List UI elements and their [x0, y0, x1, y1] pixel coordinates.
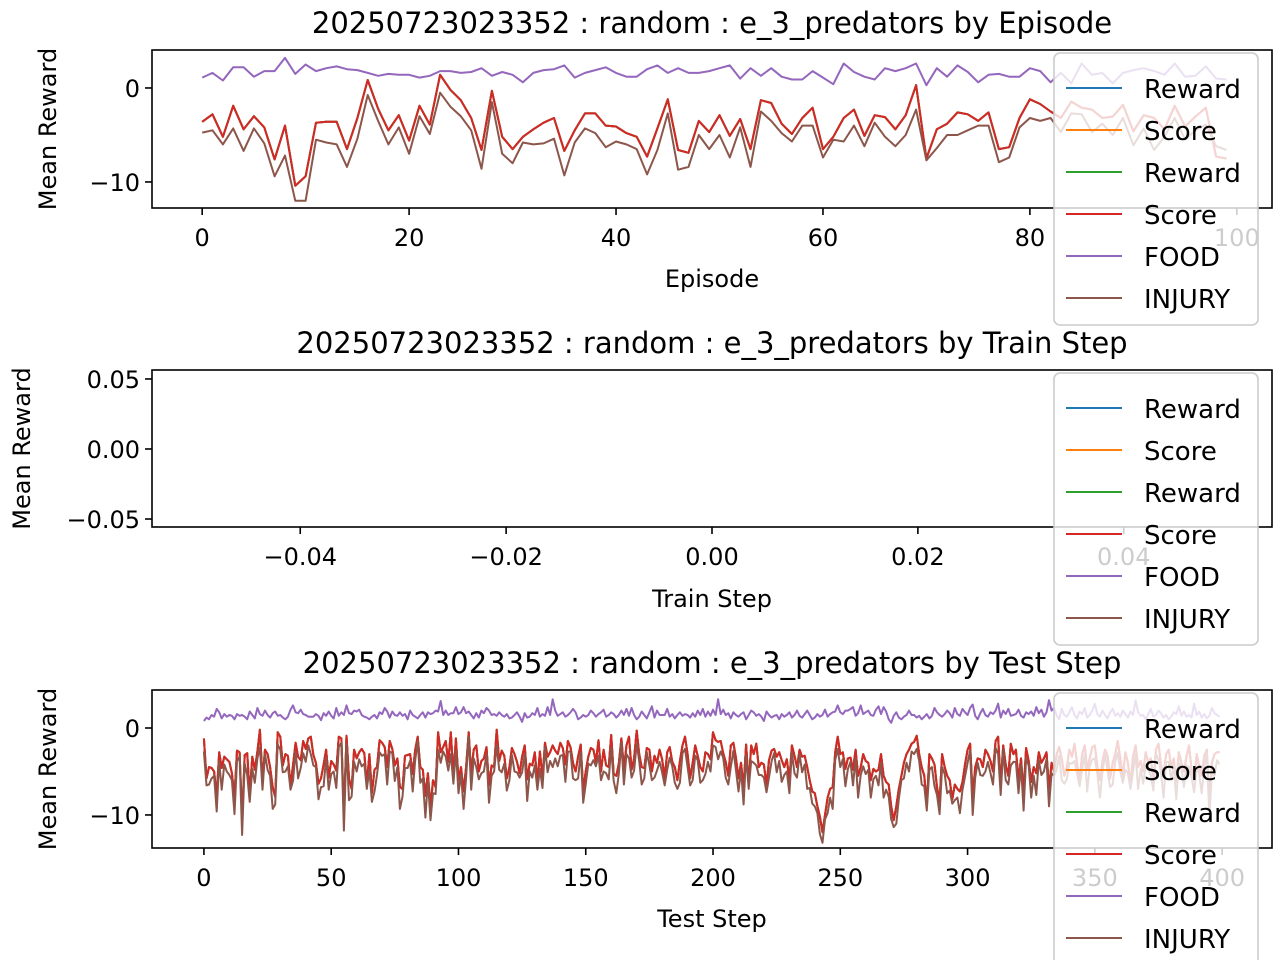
chart-title: 20250723023352 : random : e_3_predators … [312, 6, 1112, 40]
legend-label: Reward [1144, 395, 1241, 425]
legend: Reward Score Reward Score FOOD INJURY [1053, 52, 1259, 326]
y-tick-label: −10 [89, 169, 140, 197]
x-tick-label: 0.02 [891, 543, 944, 571]
subplot-1: 20250723023352 : random : e_3_predators … [34, 6, 1273, 326]
y-tick-label: 0 [125, 75, 140, 103]
series-line-score-2 [202, 728, 1220, 834]
legend-label: Score [1144, 201, 1217, 231]
y-tick-label: 0.05 [87, 366, 140, 394]
x-tick-label: 300 [945, 864, 991, 892]
chart-title: 20250723023352 : random : e_3_predators … [303, 646, 1122, 680]
x-tick-label: 0 [195, 224, 210, 252]
legend-label: Score [1144, 841, 1217, 871]
legend-label: FOOD [1144, 883, 1220, 913]
y-tick-label: 0.00 [87, 436, 140, 464]
legend-label: FOOD [1144, 563, 1220, 593]
legend-label: Reward [1144, 479, 1241, 509]
legend: Reward Score Reward Score FOOD INJURY [1053, 692, 1259, 960]
y-tick-label: −10 [89, 802, 140, 830]
legend-label: Score [1144, 117, 1217, 147]
x-tick-label: 250 [817, 864, 863, 892]
legend-label: INJURY [1144, 605, 1230, 635]
legend-label: Reward [1144, 159, 1241, 189]
x-tick-label: 0 [196, 864, 211, 892]
series-line-food [203, 698, 1221, 724]
x-tick-label: −0.04 [263, 543, 337, 571]
subplot-2: 20250723023352 : random : e_3_predators … [8, 326, 1273, 646]
y-axis-label: Mean Reward [8, 367, 36, 529]
x-tick-label: 40 [601, 224, 632, 252]
x-tick-label: 20 [394, 224, 425, 252]
x-axis-label: Episode [665, 265, 759, 293]
axes-frame [151, 49, 1273, 209]
x-tick-label: 50 [316, 864, 347, 892]
x-tick-label: 60 [808, 224, 839, 252]
y-axis-label: Mean Reward [34, 48, 62, 210]
x-tick-label: 80 [1015, 224, 1046, 252]
x-axis-label: Train Step [651, 585, 772, 613]
y-axis-label: Mean Reward [34, 688, 62, 850]
legend-label: Score [1144, 757, 1217, 787]
chart-title: 20250723023352 : random : e_3_predators … [296, 326, 1127, 360]
legend-label: Reward [1144, 799, 1241, 829]
y-tick-label: 0 [125, 715, 140, 743]
legend-label: Reward [1144, 75, 1241, 105]
x-tick-label: 150 [563, 864, 609, 892]
series-line-injury [202, 735, 1221, 844]
axes-frame [151, 689, 1273, 849]
legend-label: INJURY [1144, 285, 1230, 315]
x-tick-label: 0.00 [685, 543, 738, 571]
x-tick-label: −0.02 [469, 543, 543, 571]
legend-box [1053, 692, 1259, 960]
legend-label: Score [1144, 437, 1217, 467]
legend-label: INJURY [1144, 925, 1230, 955]
x-tick-label: 100 [436, 864, 482, 892]
legend-label: Reward [1144, 715, 1241, 745]
y-tick-label: −0.05 [66, 506, 140, 534]
subplot-3: 20250723023352 : random : e_3_predators … [34, 646, 1273, 960]
legend-label: Score [1144, 521, 1217, 551]
x-axis-label: Test Step [656, 905, 767, 933]
legend: Reward Score Reward Score FOOD INJURY [1053, 372, 1259, 646]
legend-label: FOOD [1144, 243, 1220, 273]
x-tick-label: 200 [690, 864, 736, 892]
